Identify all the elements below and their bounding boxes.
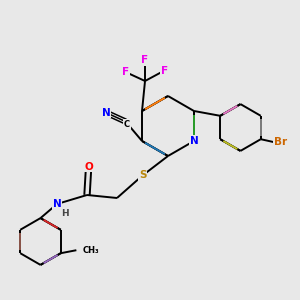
Text: F: F: [161, 65, 168, 76]
Text: H: H: [61, 209, 68, 218]
Text: C: C: [124, 120, 130, 129]
Text: N: N: [52, 199, 62, 209]
Text: O: O: [84, 161, 93, 172]
Text: S: S: [139, 170, 146, 181]
Text: F: F: [142, 55, 148, 65]
Text: CH₃: CH₃: [82, 246, 99, 255]
Text: F: F: [122, 67, 129, 77]
Text: Br: Br: [274, 137, 287, 147]
Text: N: N: [190, 136, 198, 146]
Text: N: N: [102, 107, 110, 118]
